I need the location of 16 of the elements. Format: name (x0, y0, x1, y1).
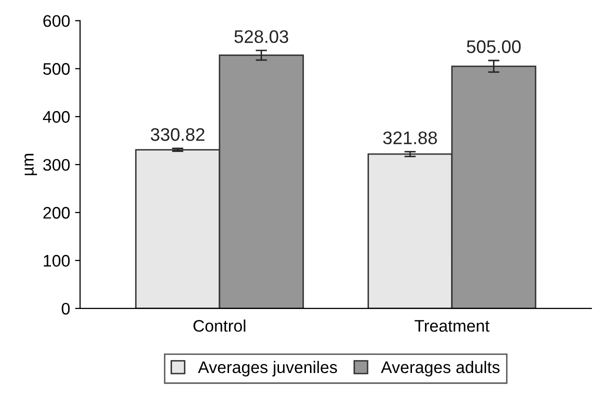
y-axis-title: µm (24, 154, 37, 176)
y-tick-label: 0 (62, 302, 70, 315)
data-label: 321.88 (383, 131, 437, 144)
y-tick-label: 100 (44, 254, 70, 267)
y-tick-label: 600 (43, 15, 70, 27)
data-label: 505.00 (466, 40, 521, 54)
x-tick-label: Treatment (414, 320, 490, 332)
legend-label: Averages juveniles (198, 360, 337, 376)
x-tick-label: Control (194, 320, 246, 332)
y-tick-label: 400 (42, 111, 70, 123)
data-label: 528.03 (234, 30, 288, 44)
data-label: 330.82 (150, 128, 204, 141)
y-tick-label: 300 (43, 158, 70, 171)
y-tick-label: 200 (43, 206, 70, 219)
y-tick-label: 500 (43, 63, 70, 75)
legend-label: Averages adults (380, 360, 500, 376)
